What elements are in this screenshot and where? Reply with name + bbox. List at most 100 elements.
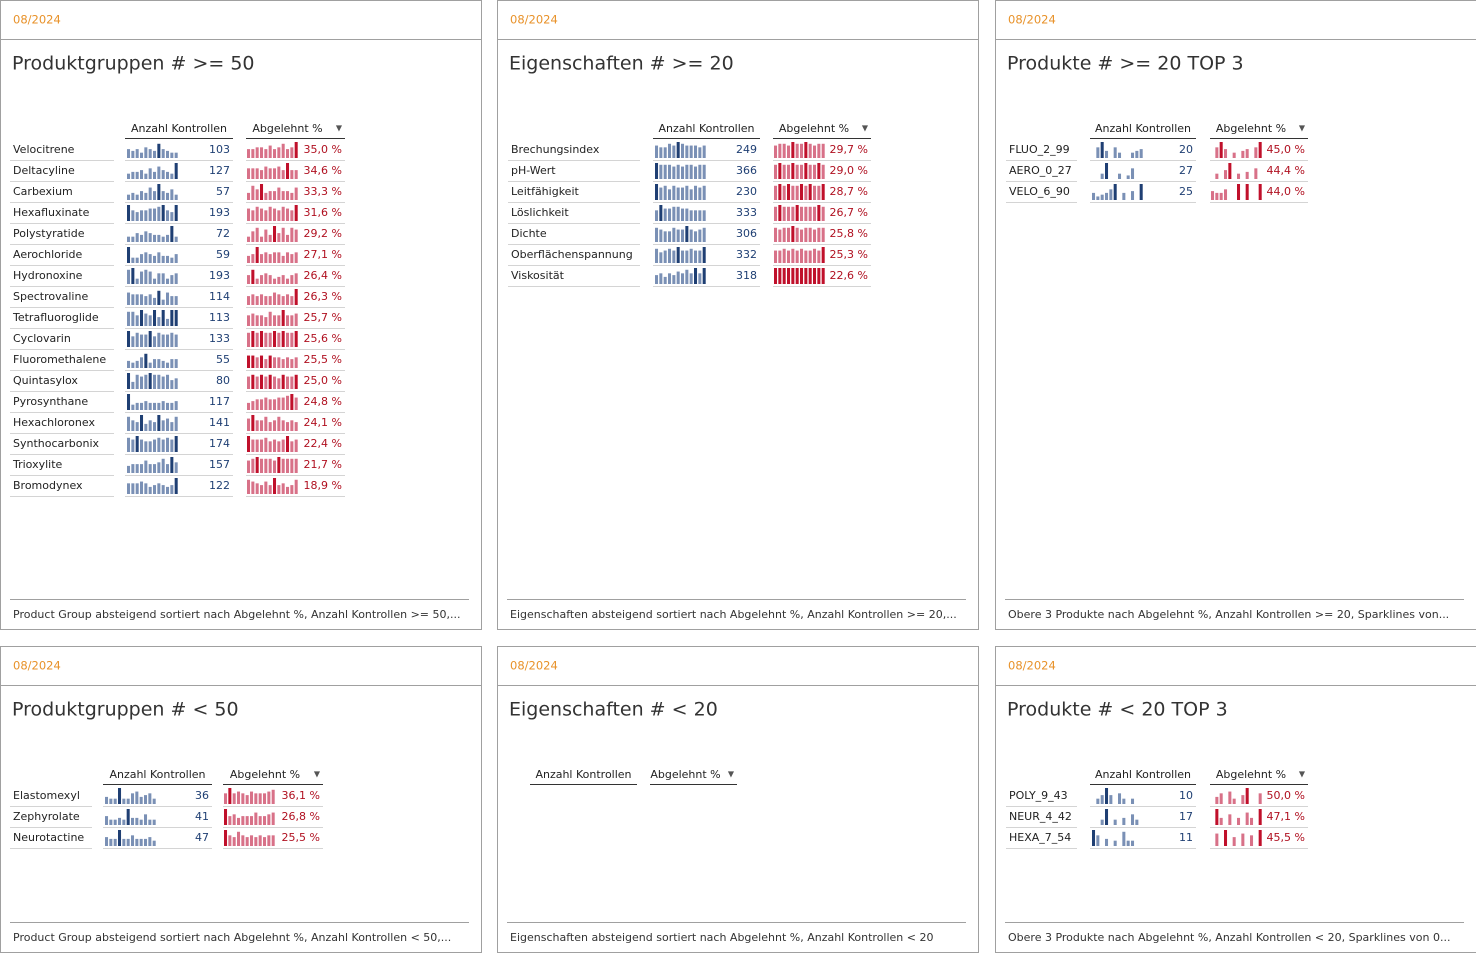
- sparkline-bar: [264, 252, 267, 263]
- sparkline-bar: [290, 147, 293, 158]
- sparkline-bar: [162, 335, 165, 347]
- sparkline-bar: [260, 331, 263, 347]
- sparkline-bar: [105, 797, 108, 804]
- date: 08/2024: [1008, 13, 1056, 27]
- sparkline-bar: [127, 149, 130, 158]
- sparkline-bar: [170, 310, 173, 326]
- sparkline-bar: [286, 294, 289, 305]
- sparkline-bar: [118, 830, 121, 846]
- sparkline-bar: [273, 461, 276, 473]
- sparkline-bar: [247, 333, 250, 347]
- sparkline-bar: [237, 818, 240, 825]
- sparkline-bar: [273, 209, 276, 221]
- sparkline-bar: [1254, 168, 1257, 179]
- sparkline-bar: [273, 399, 276, 410]
- sparkline-bar: [1140, 184, 1143, 200]
- sparkline-bar: [267, 814, 270, 825]
- row-name: Elastomexyl: [13, 789, 80, 802]
- sparkline-bar: [1114, 841, 1117, 846]
- sparkline-bar: [264, 377, 267, 389]
- column-header: Anzahl Kontrollen: [1095, 768, 1191, 781]
- sparkline-bar: [136, 212, 139, 221]
- sparkline-bar: [817, 186, 820, 200]
- sparkline-bar: [277, 315, 280, 326]
- sparkline-bar: [804, 228, 807, 242]
- sparkline-bar: [269, 275, 272, 284]
- sparkline-bar: [282, 256, 285, 263]
- sparkline-bar: [685, 251, 688, 263]
- sparkline-bar: [690, 210, 693, 221]
- sparkline-bar: [247, 149, 250, 158]
- sparkline-bar: [136, 333, 139, 347]
- sparkline-bar: [140, 377, 143, 389]
- sparkline-bar: [1233, 799, 1236, 804]
- sparkline-bar: [175, 401, 178, 410]
- sparkline-bar: [282, 275, 285, 284]
- sparkline-bar: [264, 482, 267, 494]
- sparkline-bar: [1096, 799, 1099, 804]
- count-value: 59: [216, 248, 230, 261]
- sparkline-bar: [787, 268, 790, 284]
- column-header: Abgelehnt %: [1216, 122, 1286, 135]
- sparkline-bar: [822, 228, 825, 242]
- sparkline-bar: [148, 820, 151, 825]
- sparkline-bar: [672, 167, 675, 179]
- rejected-value: 45,5 %: [1267, 831, 1305, 844]
- sparkline-bar: [290, 459, 293, 473]
- sparkline-bar: [157, 403, 160, 410]
- sparkline-bar: [157, 184, 160, 200]
- sparkline-bar: [286, 149, 289, 158]
- sparkline-bar: [286, 209, 289, 221]
- sparkline-bar: [804, 186, 807, 200]
- sparkline-bar: [260, 485, 263, 494]
- sparkline-bar: [269, 254, 272, 263]
- sparkline-bar: [290, 254, 293, 263]
- sparkline-bar: [157, 317, 160, 326]
- sparkline-bar: [1220, 793, 1223, 804]
- sparkline-bar: [162, 191, 165, 200]
- column-header: Anzahl Kontrollen: [1095, 122, 1191, 135]
- sparkline-bar: [170, 380, 173, 389]
- sparkline-bar: [136, 422, 139, 431]
- sparkline-bar: [1131, 168, 1134, 179]
- sparkline-bar: [131, 818, 134, 825]
- sparkline-bar: [149, 420, 152, 431]
- rejected-value: 25,5 %: [282, 831, 320, 844]
- sparkline-bar: [153, 464, 156, 473]
- sparkline-bar: [251, 375, 254, 389]
- sparkline-bar: [162, 205, 165, 221]
- column-header: Abgelehnt %: [779, 122, 849, 135]
- sparkline-bar: [681, 251, 684, 263]
- sparkline-bar: [260, 315, 263, 326]
- sparkline-bar: [127, 799, 130, 804]
- row-name: Carbexium: [13, 185, 73, 198]
- sparkline-bar: [796, 251, 799, 263]
- sparkline-bar: [157, 144, 160, 158]
- sparkline-bar: [277, 147, 280, 158]
- rejected-value: 27,1 %: [304, 248, 342, 261]
- sparkline-bar: [140, 153, 143, 158]
- sparkline-bar: [264, 273, 267, 284]
- panel-title: Produktgruppen # >= 50: [12, 53, 255, 75]
- sparkline-bar: [677, 247, 680, 263]
- sparkline-bar: [703, 228, 706, 242]
- sparkline-bar: [672, 146, 675, 158]
- sparkline-bar: [250, 835, 253, 846]
- sparkline-bar: [247, 461, 250, 473]
- sparkline-bar: [175, 310, 178, 326]
- row-name: Zephyrolate: [13, 810, 80, 823]
- sparkline-bar: [295, 357, 298, 368]
- sparkline-bar: [135, 792, 138, 804]
- sparkline-bar: [114, 820, 117, 825]
- sparkline-bar: [127, 270, 130, 284]
- sparkline-bar: [822, 165, 825, 179]
- sparkline-bar: [277, 378, 280, 389]
- sparkline-bar: [140, 294, 143, 305]
- sparkline-bar: [175, 359, 178, 368]
- date: 08/2024: [13, 13, 61, 27]
- sparkline-bar: [140, 191, 143, 200]
- count-value: 80: [216, 374, 230, 387]
- sparkline-bar: [144, 335, 147, 347]
- rejected-value: 25,5 %: [304, 353, 342, 366]
- sparkline-bar: [282, 170, 285, 179]
